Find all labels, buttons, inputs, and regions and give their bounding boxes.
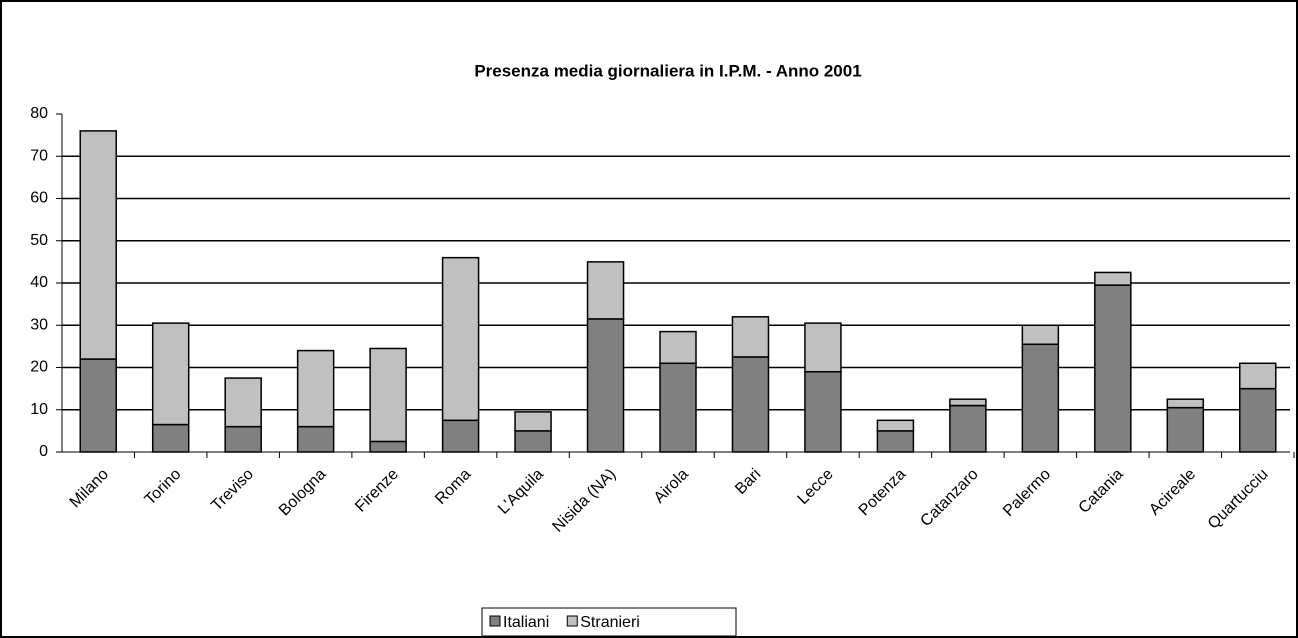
y-tick-label: 70 <box>30 147 48 164</box>
bar-segment <box>369 347 407 443</box>
bar-segment <box>1239 362 1277 390</box>
y-tick-label: 10 <box>30 401 48 418</box>
y-tick-label: 40 <box>30 274 48 291</box>
bar-segment <box>441 419 480 453</box>
bar-segment <box>804 370 842 453</box>
bar-segment <box>1021 324 1060 346</box>
legend-label: Stranieri <box>580 614 640 631</box>
legend-swatch <box>566 615 578 627</box>
y-tick-label: 30 <box>30 316 48 333</box>
bar-segment <box>659 330 697 365</box>
bar-segment <box>1239 387 1277 453</box>
bar-segment <box>224 377 262 428</box>
bar-segment <box>804 322 842 373</box>
bar-segment <box>79 130 117 360</box>
bar-segment <box>1166 406 1205 453</box>
bar-segment <box>586 318 625 453</box>
bar-segment <box>224 425 262 453</box>
bar-segment <box>1021 343 1060 453</box>
legend-box <box>481 607 737 637</box>
y-tick-label: 20 <box>30 359 48 376</box>
legend-swatch <box>489 615 501 627</box>
bar-segment <box>1094 271 1132 286</box>
bar-segment <box>514 430 552 453</box>
y-tick-label: 50 <box>30 232 48 249</box>
bar-segment <box>876 430 915 453</box>
bar-segment <box>151 322 190 426</box>
bar-segment <box>79 358 117 453</box>
bar-segment <box>1166 398 1205 409</box>
bar-segment <box>514 411 552 432</box>
bar-segment <box>876 419 915 432</box>
bar-segment <box>1094 284 1132 453</box>
bar-segment <box>441 256 480 422</box>
y-tick-label: 0 <box>39 443 48 460</box>
bar-segment <box>659 362 697 453</box>
bar-segment <box>731 356 770 453</box>
bar-segment <box>949 404 987 453</box>
bar-segment <box>949 398 987 407</box>
bar-segment <box>296 349 335 428</box>
bar-segment <box>586 261 625 320</box>
bar-segment <box>731 316 770 358</box>
bar-segment <box>369 440 407 453</box>
chart-title: Presenza media giornaliera in I.P.M. - A… <box>474 61 861 80</box>
bar-segment <box>296 425 335 453</box>
bar-segment <box>151 423 190 453</box>
y-tick-label: 60 <box>30 190 48 207</box>
legend-label: Italiani <box>503 614 549 631</box>
y-tick-label: 80 <box>30 105 48 122</box>
